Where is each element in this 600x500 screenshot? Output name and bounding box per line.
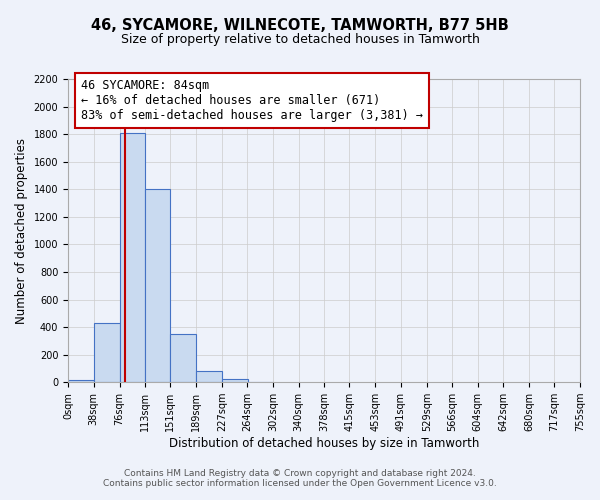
Text: 46, SYCAMORE, WILNECOTE, TAMWORTH, B77 5HB: 46, SYCAMORE, WILNECOTE, TAMWORTH, B77 5… bbox=[91, 18, 509, 32]
Bar bbox=[170, 334, 196, 382]
Bar bbox=[196, 371, 222, 382]
Bar bbox=[222, 379, 248, 382]
Bar bbox=[94, 323, 119, 382]
Text: Contains HM Land Registry data © Crown copyright and database right 2024.: Contains HM Land Registry data © Crown c… bbox=[124, 468, 476, 477]
Text: Contains public sector information licensed under the Open Government Licence v3: Contains public sector information licen… bbox=[103, 478, 497, 488]
Bar bbox=[145, 190, 170, 382]
X-axis label: Distribution of detached houses by size in Tamworth: Distribution of detached houses by size … bbox=[169, 437, 479, 450]
Text: 46 SYCAMORE: 84sqm
← 16% of detached houses are smaller (671)
83% of semi-detach: 46 SYCAMORE: 84sqm ← 16% of detached hou… bbox=[81, 79, 423, 122]
Y-axis label: Number of detached properties: Number of detached properties bbox=[15, 138, 28, 324]
Text: Size of property relative to detached houses in Tamworth: Size of property relative to detached ho… bbox=[121, 32, 479, 46]
Bar bbox=[68, 380, 94, 382]
Bar bbox=[119, 133, 145, 382]
